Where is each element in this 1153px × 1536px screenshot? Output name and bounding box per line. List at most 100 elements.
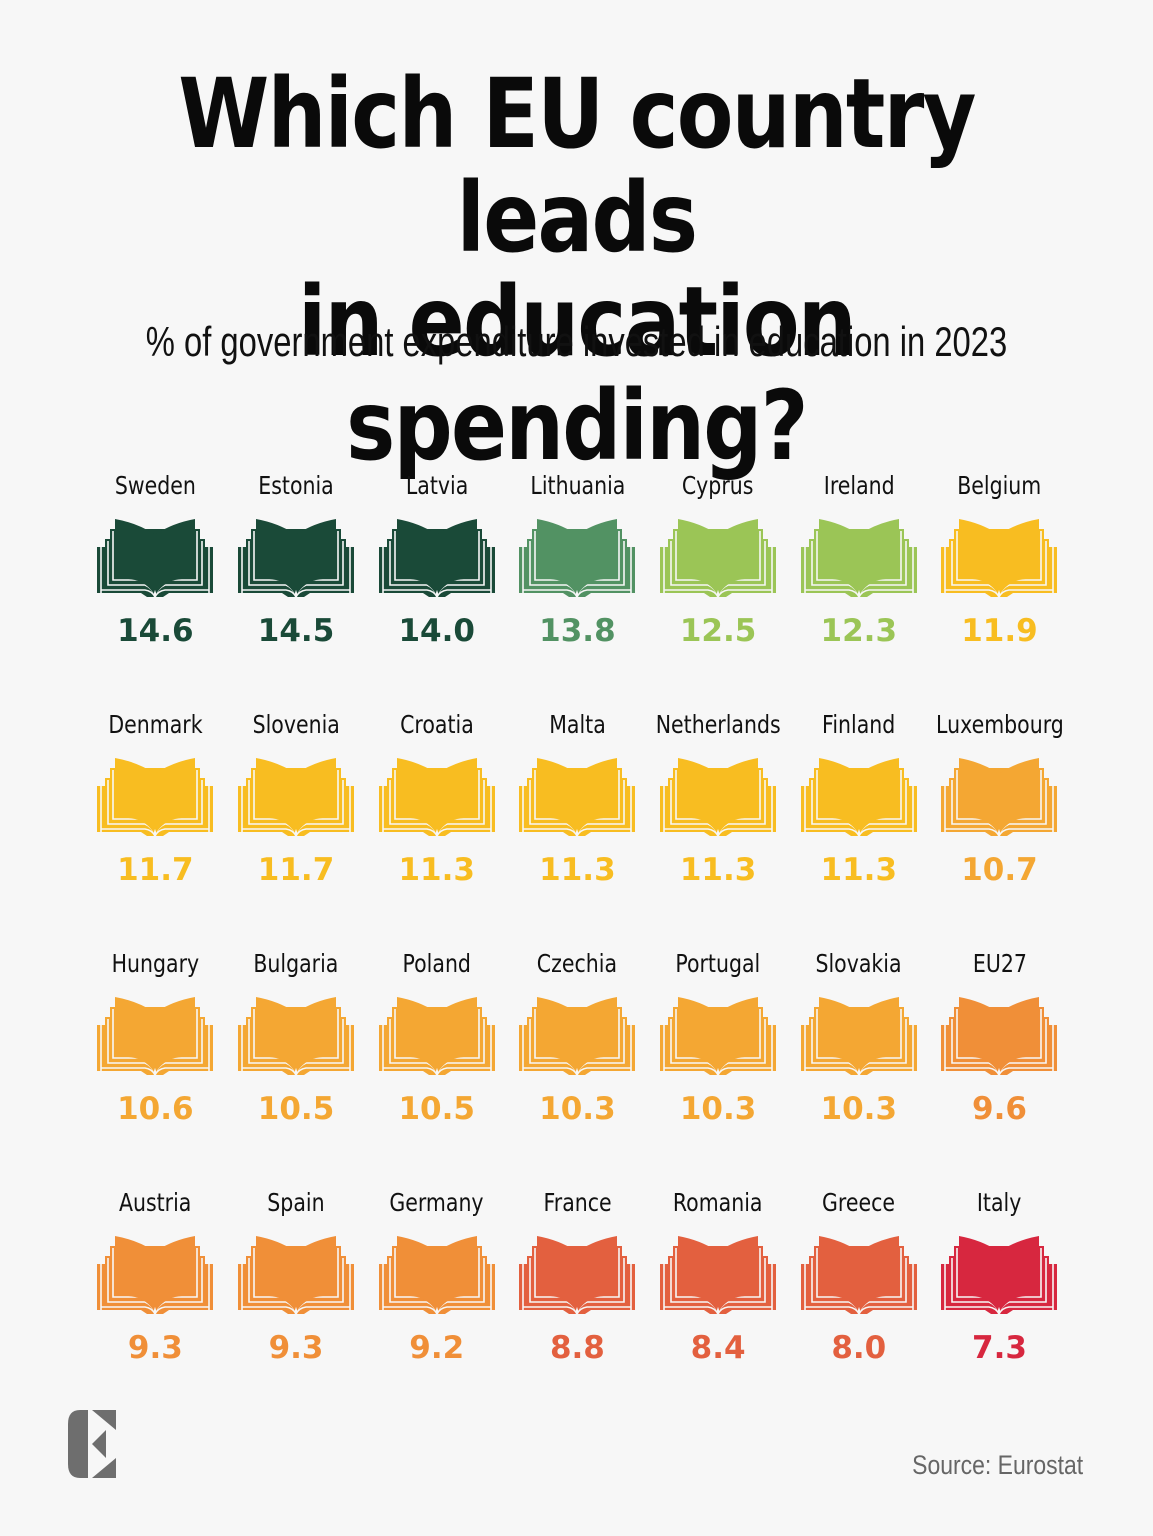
value-label: 11.9 (961, 613, 1038, 649)
open-book-icon (238, 519, 355, 599)
value-label: 11.7 (117, 852, 194, 888)
country-card: Lithuania (507, 455, 648, 694)
value-label: 10.5 (257, 1091, 335, 1127)
open-book-icon (800, 1236, 917, 1316)
country-grid: Sweden (85, 455, 1070, 1411)
country-card: Slovenia (226, 694, 367, 933)
country-label: Romania (673, 1187, 763, 1217)
title-line-1: Which EU country leads (178, 58, 976, 274)
open-book-icon (660, 758, 777, 838)
value-label: 9.6 (972, 1091, 1027, 1127)
value-label: 10.6 (117, 1091, 194, 1127)
open-book-icon (660, 519, 777, 599)
country-label: Italy (977, 1187, 1022, 1217)
country-card: Spain (226, 1172, 367, 1411)
value-label: 11.3 (398, 852, 475, 888)
open-book-icon (660, 1236, 777, 1316)
country-label: Croatia (399, 709, 474, 739)
country-card: Finland (788, 694, 929, 933)
value-label: 12.5 (679, 613, 757, 649)
value-label: 10.7 (961, 852, 1038, 888)
open-book-icon (378, 1236, 495, 1316)
open-book-icon (519, 1236, 636, 1316)
country-card: Greece (788, 1172, 929, 1411)
country-card: Sweden (85, 455, 226, 694)
country-label: Portugal (675, 948, 761, 978)
value-label: 10.5 (398, 1091, 475, 1127)
country-label: Slovenia (252, 709, 340, 739)
value-label: 9.3 (127, 1330, 183, 1366)
open-book-icon (519, 997, 636, 1077)
value-label: 11.3 (820, 852, 898, 888)
open-book-icon (800, 997, 917, 1077)
country-label: Greece (822, 1187, 896, 1217)
country-card: Romania (648, 1172, 789, 1411)
country-label: Slovakia (815, 948, 902, 978)
open-book-icon (519, 758, 636, 838)
country-card: Croatia (366, 694, 507, 933)
country-label: Netherlands (655, 709, 781, 739)
open-book-icon (97, 519, 214, 599)
value-label: 11.3 (679, 852, 757, 888)
open-book-icon (97, 1236, 214, 1316)
value-label: 13.8 (539, 613, 616, 649)
value-label: 8.4 (690, 1330, 746, 1366)
open-book-icon (378, 519, 495, 599)
country-card: Germany (366, 1172, 507, 1411)
country-label: Poland (402, 948, 471, 978)
value-label: 14.5 (257, 613, 335, 649)
country-label: Sweden (114, 470, 196, 500)
country-label: Finland (822, 709, 896, 739)
value-label: 10.3 (820, 1091, 898, 1127)
country-label: Bulgaria (253, 948, 339, 978)
country-label: Estonia (258, 470, 334, 500)
country-card: Slovakia (788, 933, 929, 1172)
country-label: Cyprus (682, 470, 754, 500)
open-book-icon (660, 997, 777, 1077)
country-card: Luxembourg (929, 694, 1070, 933)
country-card: Austria (85, 1172, 226, 1411)
open-book-icon (238, 997, 355, 1077)
country-card: Czechia (507, 933, 648, 1172)
country-label: Belgium (957, 470, 1042, 500)
country-card: Malta (507, 694, 648, 933)
page-title: Which EU country leads in education spen… (81, 62, 1073, 478)
open-book-icon (941, 519, 1058, 599)
country-label: France (543, 1187, 612, 1217)
country-label: Luxembourg (935, 709, 1064, 739)
open-book-icon (238, 758, 355, 838)
country-label: Ireland (823, 470, 895, 500)
open-book-icon (519, 519, 636, 599)
value-label: 11.3 (539, 852, 616, 888)
country-label: Hungary (111, 948, 200, 978)
country-card: Netherlands (648, 694, 789, 933)
open-book-icon (800, 758, 917, 838)
country-card: Italy (929, 1172, 1070, 1411)
open-book-icon (941, 758, 1058, 838)
title-line-2: in education spending? (298, 266, 857, 482)
country-card: Cyprus (648, 455, 789, 694)
country-card: France (507, 1172, 648, 1411)
country-label: Spain (267, 1187, 325, 1217)
country-card: Ireland (788, 455, 929, 694)
value-label: 9.3 (268, 1330, 324, 1366)
country-label: Latvia (405, 470, 468, 500)
value-label: 9.2 (409, 1330, 465, 1366)
open-book-icon (238, 1236, 355, 1316)
value-label: 11.7 (257, 852, 335, 888)
open-book-icon (97, 758, 214, 838)
country-card: Poland (366, 933, 507, 1172)
country-label: Lithuania (529, 470, 625, 500)
country-label: EU27 (972, 948, 1027, 978)
open-book-icon (97, 997, 214, 1077)
country-card: Latvia (366, 455, 507, 694)
source-credit: Source: Eurostat (912, 1450, 1083, 1480)
open-book-icon (378, 758, 495, 838)
chart-subtitle: % of government expenditure invested in … (145, 318, 1008, 365)
country-label: Germany (389, 1187, 484, 1217)
value-label: 14.0 (398, 613, 475, 649)
country-label: Austria (119, 1187, 192, 1217)
country-card: EU27 (929, 933, 1070, 1172)
open-book-icon (941, 1236, 1058, 1316)
value-label: 14.6 (117, 613, 194, 649)
